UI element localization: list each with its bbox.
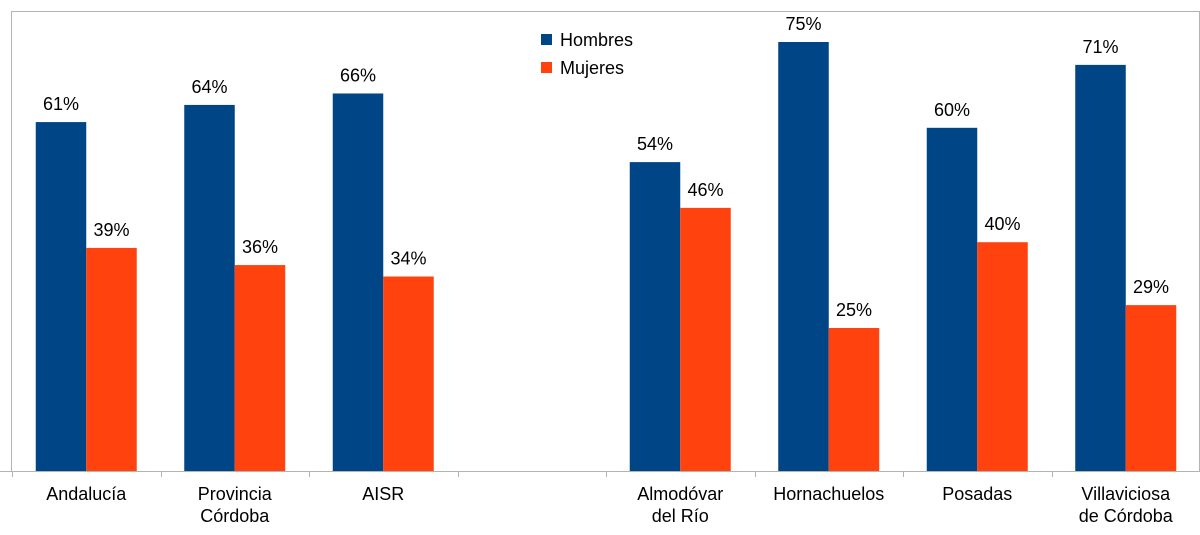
data-label-hombres-provincia-cordoba: 64% (191, 77, 227, 97)
bar-hombres-aisr[interactable] (332, 93, 384, 471)
bar-hombres-hornachuelos[interactable] (778, 42, 829, 471)
category-label-villaviciosa-de-cordoba: Villaviciosa de Córdoba (1079, 484, 1174, 526)
legend-swatch-hombres (541, 34, 552, 45)
legend-label-hombres: Hombres (560, 30, 633, 50)
bar-mujeres-provincia-cordoba[interactable] (234, 265, 286, 471)
bar-mujeres-andalucia[interactable] (86, 247, 137, 471)
bar-hombres-almodovar-del-rio[interactable] (629, 162, 681, 471)
bar-hombres-posadas[interactable] (926, 127, 978, 472)
data-label-mujeres-hornachuelos: 25% (836, 300, 872, 320)
data-label-hombres-aisr: 66% (340, 65, 376, 85)
data-label-hombres-posadas: 60% (934, 100, 970, 120)
data-label-hombres-almodovar-del-rio: 54% (637, 134, 673, 154)
data-label-hombres-hornachuelos: 75% (785, 14, 821, 34)
bar-mujeres-aisr[interactable] (383, 276, 434, 471)
category-label-aisr: AISR (362, 484, 404, 504)
x-axis: Andalucía Provincia Córdoba AISR Almodóvar de… (0, 471, 1200, 526)
legend[interactable]: Hombres Mujeres (541, 30, 633, 78)
legend-label-mujeres: Mujeres (560, 58, 624, 78)
category-label-andalucia: Andalucía (46, 484, 127, 504)
data-label-mujeres-almodovar-del-rio: 46% (687, 180, 723, 200)
legend-swatch-mujeres (541, 62, 552, 73)
category-label-hornachuelos: Hornachuelos (773, 484, 884, 504)
data-label-mujeres-posadas: 40% (984, 214, 1020, 234)
bar-hombres-andalucia[interactable] (35, 122, 87, 471)
bar-mujeres-villaviciosa-de-cordoba[interactable] (1125, 305, 1177, 471)
bar-mujeres-almodovar-del-rio[interactable] (680, 207, 731, 471)
data-label-mujeres-provincia-cordoba: 36% (242, 237, 278, 257)
data-label-mujeres-andalucia: 39% (93, 220, 129, 240)
bar-mujeres-posadas[interactable] (977, 242, 1028, 471)
bars-group: 61% 39% 64% 36% 66% 34% 54% 46% 75% 25% 60% 40% 71% 2… (35, 14, 1177, 472)
data-label-hombres-andalucia: 61% (43, 94, 79, 114)
category-label-posadas: Posadas (942, 484, 1012, 504)
data-label-mujeres-villaviciosa-de-cordoba: 29% (1133, 277, 1169, 297)
bar-hombres-villaviciosa-de-cordoba[interactable] (1075, 64, 1126, 471)
category-label-almodovar-del-rio: Almodóvar del Río (637, 484, 723, 526)
category-label-provincia-cordoba: Provincia Córdoba (198, 484, 273, 526)
data-label-mujeres-aisr: 34% (390, 249, 426, 269)
data-label-hombres-villaviciosa-de-cordoba: 71% (1082, 37, 1118, 57)
bar-hombres-provincia-cordoba[interactable] (184, 104, 235, 472)
bar-mujeres-hornachuelos[interactable] (828, 328, 880, 471)
